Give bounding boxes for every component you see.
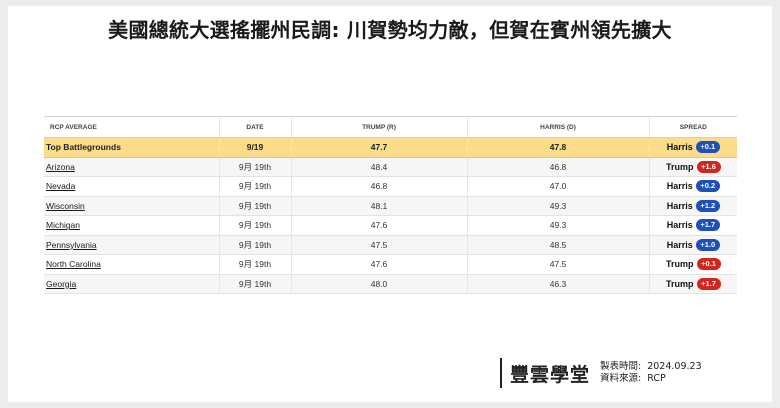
spread-leader: Trump: [665, 161, 694, 172]
spread-badge: Trump +0.1: [665, 258, 721, 271]
spread-margin: +1.7: [695, 219, 720, 232]
state-cell: Arizona: [44, 157, 219, 177]
spread-cell: Trump +0.1: [648, 254, 737, 275]
table-row: Pennsylvania 9月 19th 47.5 48.5 Harris +1.0: [44, 235, 737, 255]
harris-cell: 46.3: [466, 274, 649, 294]
footer-divider: [500, 358, 502, 388]
made-label: 製表時間:: [600, 361, 642, 372]
state-cell: Pennsylvania: [44, 235, 219, 255]
harris-cell: 49.3: [466, 196, 649, 216]
spread-badge: Harris +0.2: [666, 180, 720, 193]
date-cell: 9月 19th: [218, 196, 291, 216]
spread-margin: +0.1: [695, 141, 720, 154]
spread-margin: +1.2: [695, 199, 720, 212]
spread-leader: Harris: [666, 181, 693, 192]
spread-leader: Harris: [666, 220, 693, 231]
spread-leader: Trump: [665, 278, 694, 289]
trump-cell: 48.1: [290, 196, 467, 216]
date-cell: 9月 19th: [218, 157, 291, 177]
trump-cell: 47.6: [290, 254, 467, 275]
header-rcp-average: RCP AVERAGE: [44, 116, 219, 138]
spread-cell: Harris +1.0: [648, 235, 737, 255]
table-row: Arizona 9月 19th 48.4 46.8 Trump +1.6: [44, 157, 737, 177]
spread-badge: Harris +0.1: [666, 141, 720, 154]
page-title: 美國總統大選搖擺州民調: 川賀勢均力敵，但賀在賓州領先擴大: [108, 18, 672, 42]
summary-label: Top Battlegrounds: [44, 137, 219, 158]
spread-badge: Harris +1.2: [666, 199, 720, 212]
state-cell: Wisconsin: [44, 196, 219, 216]
spread-badge: Trump +1.6: [665, 160, 721, 173]
trump-cell: 48.0: [290, 274, 467, 294]
summary-trump: 47.7: [290, 137, 467, 158]
spread-badge: Harris +1.0: [666, 238, 720, 251]
state-link[interactable]: Pennsylvania: [46, 239, 97, 250]
summary-spread: Harris +0.1: [648, 137, 737, 158]
date-cell: 9月 19th: [218, 235, 291, 255]
date-cell: 9月 19th: [218, 176, 291, 197]
date-cell: 9月 19th: [218, 274, 291, 294]
spread-badge: Trump +1.7: [665, 277, 721, 290]
summary-date: 9/19: [218, 137, 291, 158]
harris-cell: 47.0: [466, 176, 649, 197]
spread-leader: Trump: [665, 259, 694, 270]
state-link[interactable]: Wisconsin: [46, 200, 85, 211]
made-value: 2024.09.23: [647, 361, 702, 372]
footer: 豐雲學堂 製表時間: 2024.09.23 資料來源: RCP: [500, 356, 702, 390]
source-label: 資料來源:: [600, 373, 642, 384]
spread-margin: +1.0: [695, 238, 720, 251]
state-link[interactable]: Michigan: [46, 220, 81, 231]
spread-margin: +0.2: [695, 180, 720, 193]
spread-margin: +1.7: [696, 277, 721, 290]
table-header-row: RCP AVERAGE DATE TRUMP (R) HARRIS (D) SP…: [44, 116, 737, 138]
trump-cell: 48.4: [290, 157, 467, 177]
spread-cell: Harris +1.2: [648, 196, 737, 216]
header-date: DATE: [218, 116, 291, 138]
table-row: Nevada 9月 19th 46.8 47.0 Harris +0.2: [44, 176, 737, 197]
source-value: RCP: [647, 373, 666, 384]
header-trump: TRUMP (R): [290, 116, 467, 138]
harris-cell: 49.3: [466, 215, 649, 236]
header-spread: SPREAD: [648, 116, 737, 138]
header-harris: HARRIS (D): [466, 116, 649, 138]
harris-cell: 48.5: [466, 235, 649, 255]
harris-cell: 46.8: [466, 157, 649, 177]
spread-leader: Harris: [666, 239, 693, 250]
table-row: North Carolina 9月 19th 47.6 47.5 Trump +0.1: [44, 254, 737, 275]
summary-harris: 47.8: [466, 137, 649, 158]
harris-cell: 47.5: [466, 254, 649, 275]
trump-cell: 47.6: [290, 215, 467, 236]
state-link[interactable]: North Carolina: [46, 259, 101, 270]
date-cell: 9月 19th: [218, 254, 291, 275]
state-link[interactable]: Arizona: [46, 161, 75, 172]
footer-meta: 製表時間: 2024.09.23 資料來源: RCP: [600, 361, 702, 385]
table-row: Wisconsin 9月 19th 48.1 49.3 Harris +1.2: [44, 196, 737, 216]
brand-logo: 豐雲學堂: [510, 363, 591, 386]
table-row: Michigan 9月 19th 47.6 49.3 Harris +1.7: [44, 215, 737, 236]
spread-margin: +1.6: [696, 160, 721, 173]
state-cell: North Carolina: [44, 254, 219, 275]
state-link[interactable]: Georgia: [46, 278, 77, 289]
table-row: Georgia 9月 19th 48.0 46.3 Trump +1.7: [44, 274, 737, 294]
state-cell: Nevada: [44, 176, 219, 197]
spread-cell: Harris +0.2: [648, 176, 737, 197]
trump-cell: 47.5: [290, 235, 467, 255]
spread-leader: Harris: [666, 200, 693, 211]
state-cell: Michigan: [44, 215, 219, 236]
spread-cell: Trump +1.7: [648, 274, 737, 294]
summary-row: Top Battlegrounds 9/19 47.7 47.8 Harris …: [44, 137, 737, 158]
spread-margin: +0.1: [696, 258, 721, 271]
spread-leader: Harris: [666, 142, 693, 153]
spread-cell: Harris +1.7: [648, 215, 737, 236]
state-cell: Georgia: [44, 274, 219, 294]
spread-badge: Harris +1.7: [666, 219, 720, 232]
spread-cell: Trump +1.6: [648, 157, 737, 177]
rcp-polls-table: RCP AVERAGE DATE TRUMP (R) HARRIS (D) SP…: [44, 116, 737, 294]
date-cell: 9月 19th: [218, 215, 291, 236]
state-link[interactable]: Nevada: [46, 181, 76, 192]
trump-cell: 46.8: [290, 176, 467, 197]
